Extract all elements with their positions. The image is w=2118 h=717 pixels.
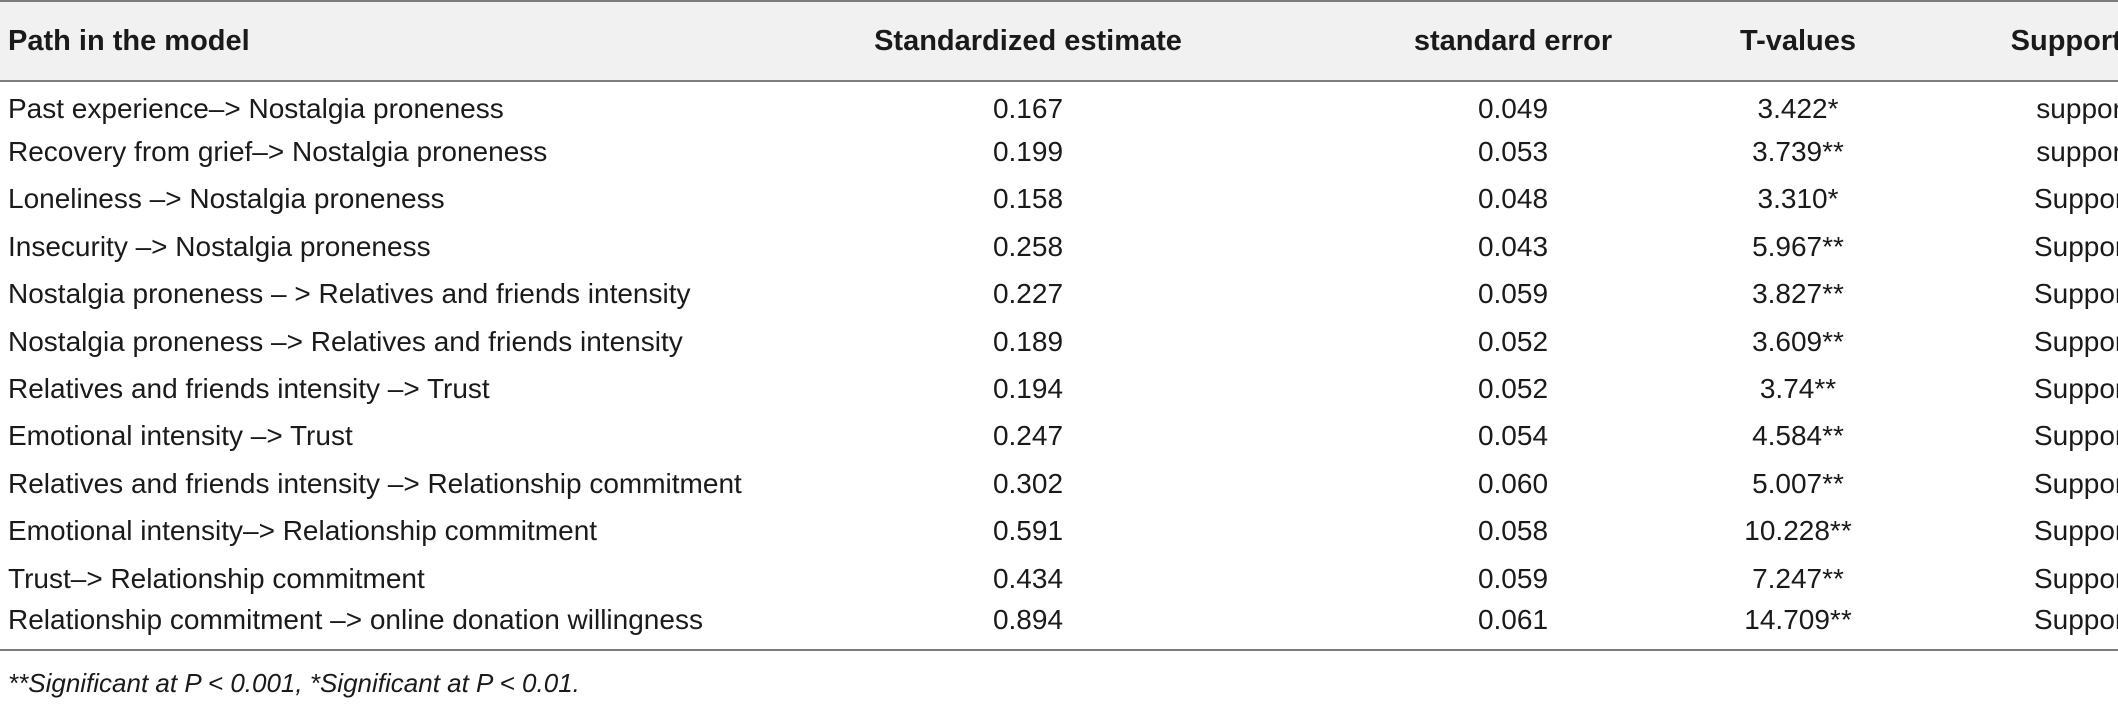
cell-std-error: 0.049 — [1477, 93, 1549, 125]
cell-std-error: 0.059 — [1477, 278, 1549, 310]
cell-std-error: 0.059 — [1477, 562, 1549, 594]
cell-support: support — [2036, 93, 2118, 125]
cell-std-error: 0.052 — [1477, 325, 1549, 357]
header-t-values: T-values — [1739, 24, 1857, 57]
table-row: Relationship commitment –> online donati… — [0, 602, 2118, 650]
cell-support: Support — [2033, 183, 2118, 215]
table-row: Nostalgia proneness –> Relatives and fri… — [0, 318, 2118, 365]
cell-estimate: 0.894 — [992, 604, 1064, 636]
cell-std-error: 0.043 — [1477, 230, 1549, 262]
cell-support: Support — [2033, 604, 2118, 636]
cell-std-error: 0.052 — [1477, 373, 1549, 405]
table-row: Loneliness –> Nostalgia proneness 0.158 … — [0, 176, 2118, 223]
cell-estimate: 0.434 — [992, 562, 1064, 594]
table-row: Relatives and friends intensity –> Relat… — [0, 460, 2118, 507]
cell-std-error: 0.058 — [1477, 515, 1549, 547]
cell-t-value: 3.609** — [1752, 325, 1844, 357]
table-row: Recovery from grief–> Nostalgia pronenes… — [0, 128, 2118, 175]
cell-t-value: 3.74** — [1759, 373, 1837, 405]
cell-std-error: 0.060 — [1477, 467, 1549, 499]
cell-support: Support — [2033, 278, 2118, 310]
cell-support: Support — [2033, 562, 2118, 594]
cell-estimate: 0.247 — [992, 420, 1064, 452]
cell-t-value: 5.967** — [1752, 230, 1844, 262]
cell-support: Support — [2033, 325, 2118, 357]
cell-estimate: 0.189 — [992, 325, 1064, 357]
cell-path: Nostalgia proneness –> Relatives and fri… — [8, 325, 683, 357]
cell-t-value: 10.228** — [1744, 515, 1852, 547]
cell-path: Relationship commitment –> online donati… — [8, 604, 703, 636]
cell-estimate: 0.199 — [992, 136, 1064, 168]
cell-std-error: 0.048 — [1477, 183, 1549, 215]
cell-support: Support — [2033, 230, 2118, 262]
header-support: Support or not — [2010, 24, 2118, 57]
cell-t-value: 4.584** — [1752, 420, 1844, 452]
cell-support: support — [2036, 136, 2118, 168]
cell-std-error: 0.053 — [1477, 136, 1549, 168]
cell-estimate: 0.227 — [992, 278, 1064, 310]
results-table-container: Path in the model Standardized estimate … — [0, 1, 2118, 650]
table-row: Insecurity –> Nostalgia proneness 0.258 … — [0, 223, 2118, 270]
cell-t-value: 3.827** — [1752, 278, 1844, 310]
cell-t-value: 3.310* — [1757, 183, 1839, 215]
cell-t-value: 3.422* — [1757, 93, 1839, 125]
cell-path: Insecurity –> Nostalgia proneness — [8, 230, 431, 262]
cell-path: Emotional intensity–> Relationship commi… — [8, 515, 598, 547]
cell-estimate: 0.167 — [992, 93, 1064, 125]
cell-t-value: 5.007** — [1752, 467, 1844, 499]
cell-support: Support — [2033, 373, 2118, 405]
cell-path: Recovery from grief–> Nostalgia pronenes… — [8, 136, 548, 168]
header-estimate: Standardized estimate — [874, 24, 1182, 57]
cell-estimate: 0.258 — [992, 230, 1064, 262]
table-row: Relatives and friends intensity –> Trust… — [0, 365, 2118, 412]
table-row: Nostalgia proneness – > Relatives and fr… — [0, 271, 2118, 318]
header-std-error: standard error — [1413, 24, 1613, 57]
cell-estimate: 0.158 — [992, 183, 1064, 215]
table-row: Past experience–> Nostalgia proneness 0.… — [0, 81, 2118, 128]
table-body: Past experience–> Nostalgia proneness 0.… — [0, 81, 2118, 650]
table-row: Trust–> Relationship commitment 0.434 0.… — [0, 555, 2118, 602]
cell-t-value: 3.739** — [1752, 136, 1844, 168]
cell-t-value: 7.247** — [1752, 562, 1844, 594]
path-results-table: Path in the model Standardized estimate … — [0, 1, 2118, 650]
cell-support: Support — [2033, 420, 2118, 452]
table-row: Emotional intensity –> Trust 0.247 0.054… — [0, 413, 2118, 460]
table-footnote: **Significant at P < 0.001, *Significant… — [8, 668, 580, 698]
cell-estimate: 0.302 — [992, 467, 1064, 499]
cell-std-error: 0.054 — [1477, 420, 1549, 452]
cell-support: Support — [2033, 467, 2118, 499]
cell-path: Nostalgia proneness – > Relatives and fr… — [8, 278, 691, 310]
header-path: Path in the model — [8, 24, 250, 57]
cell-support: Support — [2033, 515, 2118, 547]
table-row: Emotional intensity–> Relationship commi… — [0, 508, 2118, 555]
cell-estimate: 0.194 — [992, 373, 1064, 405]
table-header-row: Path in the model Standardized estimate … — [0, 1, 2118, 81]
cell-path: Relatives and friends intensity –> Relat… — [8, 467, 742, 499]
cell-path: Trust–> Relationship commitment — [8, 562, 425, 594]
cell-path: Past experience–> Nostalgia proneness — [8, 93, 504, 125]
cell-path: Loneliness –> Nostalgia proneness — [8, 183, 445, 215]
cell-path: Relatives and friends intensity –> Trust — [8, 373, 490, 405]
cell-estimate: 0.591 — [992, 515, 1064, 547]
cell-t-value: 14.709** — [1744, 604, 1852, 636]
cell-std-error: 0.061 — [1477, 604, 1549, 636]
cell-path: Emotional intensity –> Trust — [8, 420, 353, 452]
